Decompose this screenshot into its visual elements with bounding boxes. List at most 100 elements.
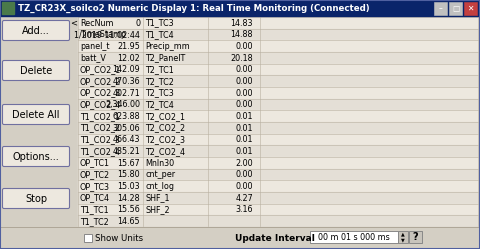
Text: 466.43: 466.43 (112, 135, 140, 144)
Text: OP_TC1: OP_TC1 (80, 159, 110, 168)
Text: T1_CO2_1: T1_CO2_1 (80, 112, 120, 121)
Text: T2_CO2_1: T2_CO2_1 (145, 112, 185, 121)
Text: T2_TC4: T2_TC4 (145, 100, 174, 109)
Text: 142.09: 142.09 (112, 65, 140, 74)
Text: 15.56: 15.56 (117, 205, 140, 214)
FancyBboxPatch shape (2, 105, 70, 124)
Text: 21.95: 21.95 (117, 42, 140, 51)
Bar (78, 75, 478, 87)
Text: OP_CO2_2: OP_CO2_2 (80, 77, 121, 86)
Text: TZ_CR23X_soilco2 Numeric Display 1: Real Time Monitoring (Connected): TZ_CR23X_soilco2 Numeric Display 1: Real… (18, 3, 370, 12)
Text: 0.01: 0.01 (236, 124, 253, 132)
Text: T1_TC1: T1_TC1 (80, 205, 108, 214)
Text: Stop: Stop (25, 193, 47, 203)
Bar (310, 231, 398, 243)
Text: 2,346.00: 2,346.00 (105, 100, 140, 109)
Text: Delete All: Delete All (12, 110, 60, 120)
Bar (78, 64, 478, 75)
Text: T2_CO2_3: T2_CO2_3 (145, 135, 185, 144)
Text: 470.36: 470.36 (112, 77, 140, 86)
Text: Options...: Options... (12, 151, 60, 162)
Text: Update Interval: Update Interval (235, 234, 315, 243)
Text: T1_TC2: T1_TC2 (80, 217, 109, 226)
Bar (398, 231, 408, 243)
Text: 0.00: 0.00 (236, 42, 253, 51)
Bar (434, 2, 447, 15)
Text: 402.71: 402.71 (112, 89, 140, 98)
Text: batt_V: batt_V (80, 54, 106, 62)
Text: Show Units: Show Units (95, 234, 143, 243)
Text: MnIn30: MnIn30 (145, 159, 174, 168)
Text: □: □ (452, 4, 459, 13)
Text: T1_CO2_2: T1_CO2_2 (80, 124, 120, 132)
Text: 0.00: 0.00 (236, 170, 253, 179)
Text: 0.00: 0.00 (236, 89, 253, 98)
Bar (78, 29, 478, 40)
Text: ?: ? (413, 232, 418, 242)
FancyBboxPatch shape (2, 20, 70, 41)
Text: Precip_mm: Precip_mm (145, 42, 190, 51)
FancyBboxPatch shape (2, 146, 70, 167)
Text: Delete: Delete (20, 65, 52, 75)
Bar (78, 110, 478, 122)
Text: <: < (71, 18, 77, 27)
Bar (84, 234, 92, 242)
Bar (78, 52, 478, 64)
Text: OP_TC4: OP_TC4 (80, 193, 110, 203)
Bar (464, 2, 477, 15)
Text: 623.88: 623.88 (112, 112, 140, 121)
Bar (78, 87, 478, 99)
Text: 0.01: 0.01 (236, 135, 253, 144)
Bar (78, 145, 478, 157)
Text: Add...: Add... (22, 25, 50, 36)
Text: 15.80: 15.80 (118, 170, 140, 179)
Text: TimeStamp: TimeStamp (80, 30, 126, 39)
Bar (78, 17, 478, 29)
Text: OP_CO2_4: OP_CO2_4 (80, 100, 121, 109)
Text: ▲: ▲ (401, 232, 405, 237)
Text: 0.00: 0.00 (236, 65, 253, 74)
Text: T2_CO2_4: T2_CO2_4 (145, 147, 185, 156)
Text: 14.88: 14.88 (230, 30, 253, 39)
Text: 0.00: 0.00 (236, 100, 253, 109)
Text: 0.00: 0.00 (236, 77, 253, 86)
Text: 305.06: 305.06 (112, 124, 140, 132)
Text: SHF_1: SHF_1 (145, 193, 169, 203)
FancyBboxPatch shape (2, 188, 70, 208)
Bar (2, 2, 14, 14)
Bar (0, 0, 480, 16)
Text: cnt_log: cnt_log (145, 182, 174, 191)
Text: 0.00: 0.00 (236, 182, 253, 191)
Bar (0, 227, 480, 249)
Bar (78, 157, 478, 169)
Text: T2_CO2_2: T2_CO2_2 (145, 124, 185, 132)
Text: 15.67: 15.67 (117, 159, 140, 168)
FancyBboxPatch shape (2, 61, 70, 80)
Bar (78, 134, 478, 145)
Bar (78, 99, 478, 110)
Text: ✕: ✕ (468, 4, 474, 13)
Text: OP_CO2_1: OP_CO2_1 (80, 65, 121, 74)
Text: ▼: ▼ (401, 237, 405, 242)
Bar (449, 2, 462, 15)
Text: panel_t: panel_t (80, 42, 109, 51)
Bar (78, 215, 478, 227)
Text: T2_TC2: T2_TC2 (145, 77, 174, 86)
Text: T2_TC1: T2_TC1 (145, 65, 174, 74)
Text: cnt_per: cnt_per (145, 170, 175, 179)
Bar (78, 169, 478, 180)
Text: T1_TC3: T1_TC3 (145, 19, 174, 28)
Text: RecNum: RecNum (80, 19, 113, 28)
Text: T1_TC4: T1_TC4 (145, 30, 174, 39)
Text: 14.28: 14.28 (118, 193, 140, 203)
Text: 14.65: 14.65 (118, 217, 140, 226)
Text: OP_CO2_3: OP_CO2_3 (80, 89, 121, 98)
Text: 1/2019 11:02:44: 1/2019 11:02:44 (74, 30, 140, 39)
Text: OP_TC2: OP_TC2 (80, 170, 110, 179)
Bar (78, 40, 478, 52)
Bar (78, 180, 478, 192)
Bar (409, 231, 422, 243)
Text: 12.02: 12.02 (117, 54, 140, 62)
Text: T2_PanelT: T2_PanelT (145, 54, 185, 62)
Text: T1_CO2_3: T1_CO2_3 (80, 135, 120, 144)
